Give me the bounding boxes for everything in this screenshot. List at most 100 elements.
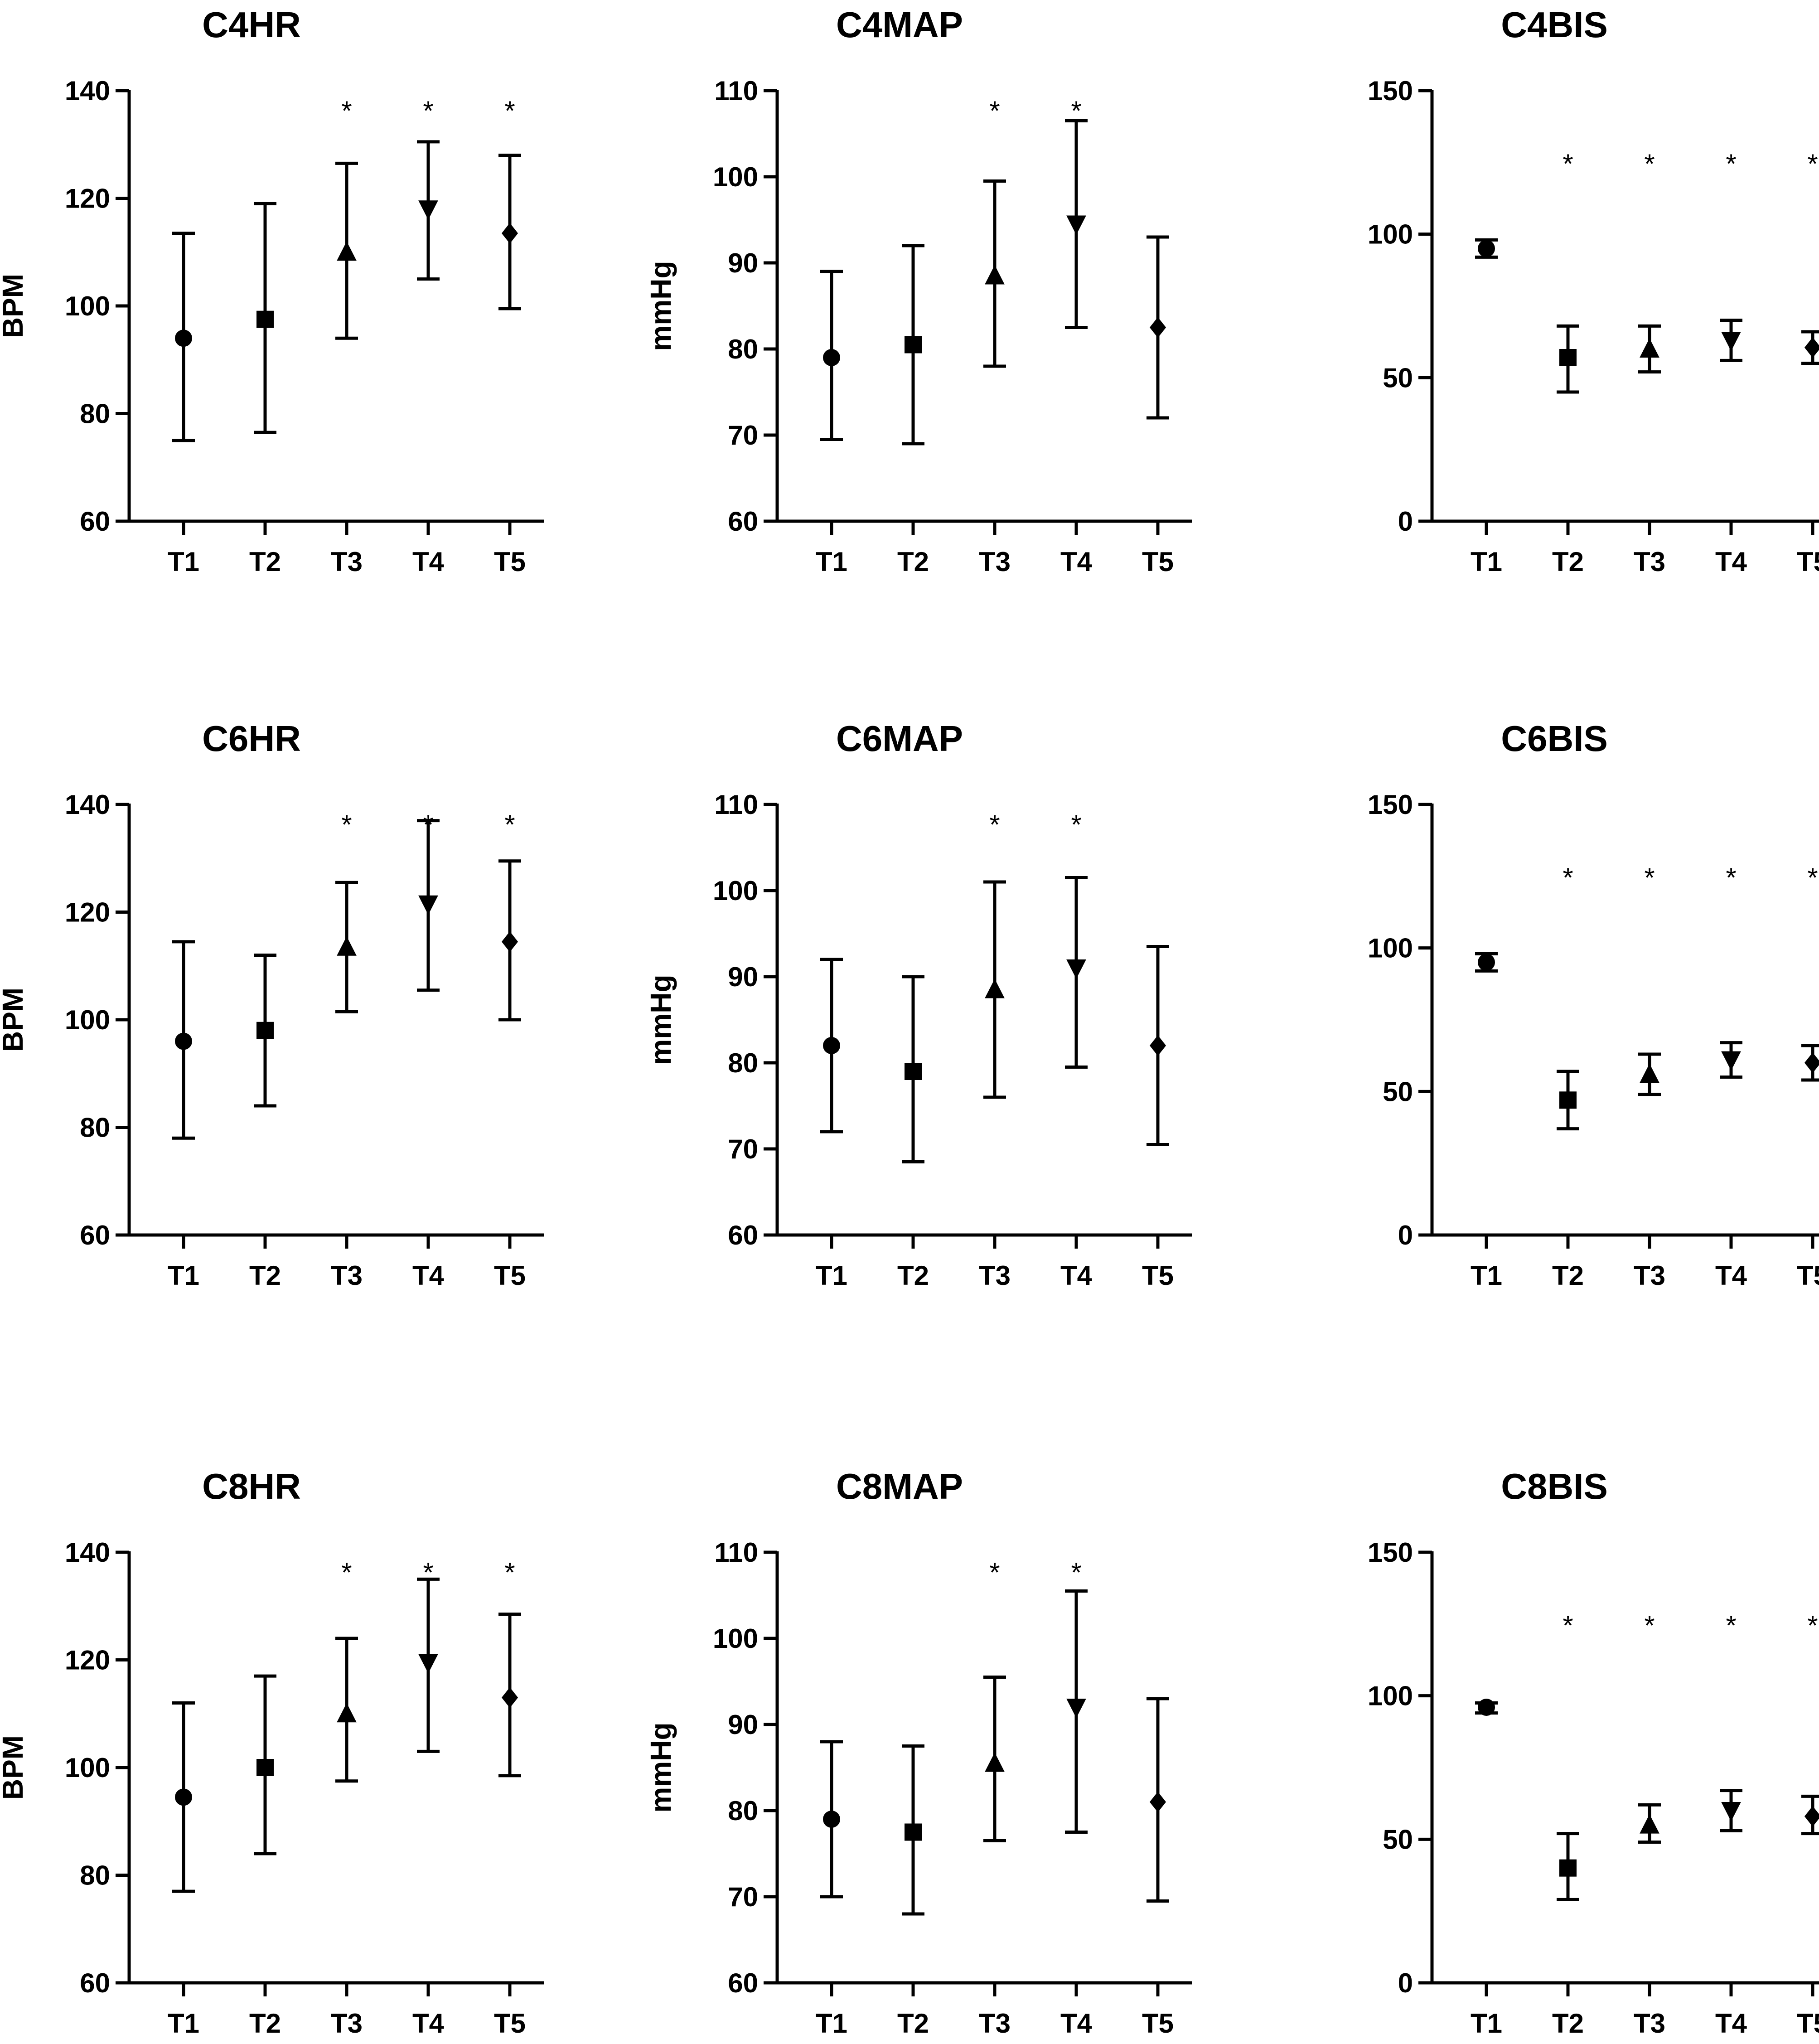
chart-c8hr: C8HR 60 80 100 120 140 BPM T1 T2 T3 * T4 * T5 * xyxy=(0,1466,544,2039)
significance-marker: * xyxy=(1563,862,1573,893)
x-tick-label: T5 xyxy=(1797,1260,1819,1291)
data-point-t2 xyxy=(1559,349,1577,366)
y-tick-label: 60 xyxy=(728,1968,758,1998)
x-tick-label: T3 xyxy=(331,2008,363,2039)
y-tick-label: 60 xyxy=(80,506,110,537)
data-point-t4 xyxy=(1721,1051,1741,1071)
x-tick-label: T5 xyxy=(494,547,526,577)
x-tick-label: T3 xyxy=(1634,1260,1665,1291)
significance-marker: * xyxy=(1071,96,1081,126)
data-point-t4 xyxy=(1066,1699,1086,1718)
x-tick-label: T2 xyxy=(897,1260,929,1291)
y-tick-label: 60 xyxy=(728,1220,758,1250)
significance-marker: * xyxy=(1726,149,1736,179)
data-point-t2 xyxy=(1559,1091,1577,1109)
significance-marker: * xyxy=(423,1557,433,1588)
data-point-t3 xyxy=(985,265,1005,285)
chart-c6hr: C6HR 60 80 100 120 140 BPM T1 T2 T3 * T4 * T5 * xyxy=(0,718,544,1291)
x-tick-label: T1 xyxy=(1471,547,1502,577)
data-point-t4 xyxy=(1721,1802,1741,1821)
data-point-t3 xyxy=(1640,1814,1659,1834)
data-point-t3 xyxy=(1640,338,1659,358)
y-tick-label: 110 xyxy=(714,790,758,820)
x-tick-label: T1 xyxy=(1471,1260,1502,1291)
y-tick-label: 80 xyxy=(80,1113,110,1143)
x-tick-label: T5 xyxy=(1142,2008,1174,2039)
y-tick-label: 100 xyxy=(713,162,758,192)
y-axis-label: mmHg xyxy=(644,261,677,351)
significance-marker: * xyxy=(1644,862,1655,893)
significance-marker: * xyxy=(504,1557,515,1588)
x-tick-label: T5 xyxy=(1142,547,1174,577)
data-point-t1 xyxy=(175,1788,192,1806)
x-tick-label: T4 xyxy=(412,547,445,577)
chart-title: C8BIS xyxy=(1501,1466,1608,1506)
x-tick-label: T5 xyxy=(494,2008,526,2039)
x-tick-label: T1 xyxy=(168,547,199,577)
y-tick-label: 100 xyxy=(1368,1681,1413,1711)
x-tick-label: T2 xyxy=(249,547,281,577)
chart-title: C6BIS xyxy=(1501,718,1608,759)
data-point-t5 xyxy=(1804,337,1819,358)
x-tick-label: T2 xyxy=(1552,547,1584,577)
x-tick-label: T5 xyxy=(1797,2008,1819,2039)
data-point-t5 xyxy=(501,931,518,952)
y-tick-label: 0 xyxy=(1398,506,1413,537)
x-tick-label: T1 xyxy=(168,2008,199,2039)
x-tick-label: T2 xyxy=(897,547,929,577)
x-tick-label: T3 xyxy=(979,2008,1011,2039)
y-axis-label: BPM xyxy=(0,274,29,338)
chart-title: C6MAP xyxy=(836,718,963,759)
x-tick-label: T4 xyxy=(412,1260,445,1291)
significance-marker: * xyxy=(504,809,515,840)
data-point-t3 xyxy=(985,1752,1005,1772)
y-axis-label: BPM xyxy=(0,988,29,1052)
y-tick-label: 110 xyxy=(714,76,758,106)
data-point-t3 xyxy=(337,936,357,956)
chart-c6map: C6MAP 60 70 80 90 100 110 mmHg T1 T2 T3 * T4 * T5 xyxy=(644,718,1192,1291)
y-tick-label: 120 xyxy=(65,184,110,214)
x-tick-label: T1 xyxy=(816,1260,847,1291)
chart-title: C4HR xyxy=(202,5,301,45)
data-point-t5 xyxy=(1804,1806,1819,1827)
data-point-t3 xyxy=(1640,1063,1659,1083)
x-tick-label: T1 xyxy=(816,547,847,577)
x-tick-label: T4 xyxy=(1715,547,1747,577)
data-point-t2 xyxy=(256,1759,274,1776)
y-tick-label: 0 xyxy=(1398,1968,1413,1998)
chart-c4map: C4MAP 60 70 80 90 100 110 mmHg T1 T2 T3 * T4 * T5 xyxy=(644,5,1192,577)
significance-marker: * xyxy=(1071,1557,1081,1588)
data-point-t1 xyxy=(1478,954,1495,971)
data-point-t4 xyxy=(1721,332,1741,351)
chart-c4bis: C4BIS 0 50 100 150 T1 T2 * T3 * T4 * T5 * xyxy=(1368,5,1819,577)
x-tick-label: T5 xyxy=(494,1260,526,1291)
x-tick-label: T4 xyxy=(1060,547,1093,577)
data-point-t1 xyxy=(823,1811,840,1828)
significance-marker: * xyxy=(1807,1610,1818,1641)
x-tick-label: T2 xyxy=(1552,2008,1584,2039)
significance-marker: * xyxy=(989,96,1000,126)
significance-marker: * xyxy=(1807,149,1818,179)
data-point-t4 xyxy=(418,200,438,220)
y-tick-label: 100 xyxy=(65,1005,110,1035)
y-tick-label: 100 xyxy=(713,1623,758,1654)
y-tick-label: 50 xyxy=(1383,1824,1413,1855)
y-tick-label: 80 xyxy=(80,1860,110,1891)
data-point-t2 xyxy=(905,1063,922,1080)
y-tick-label: 80 xyxy=(728,1796,758,1826)
y-tick-label: 50 xyxy=(1383,1076,1413,1107)
x-tick-label: T3 xyxy=(331,547,363,577)
data-point-t5 xyxy=(501,1687,518,1708)
significance-marker: * xyxy=(1644,149,1655,179)
significance-marker: * xyxy=(1726,862,1736,893)
x-tick-label: T3 xyxy=(979,1260,1011,1291)
data-point-t5 xyxy=(1804,1052,1819,1073)
chart-title: C8HR xyxy=(202,1466,301,1506)
x-tick-label: T3 xyxy=(1634,2008,1665,2039)
chart-c8bis: C8BIS 0 50 100 150 T1 T2 * T3 * T4 * T5 * xyxy=(1368,1466,1819,2039)
x-tick-label: T4 xyxy=(1060,1260,1093,1291)
significance-marker: * xyxy=(1726,1610,1736,1641)
data-point-t3 xyxy=(337,1703,357,1723)
chart-c4hr: C4HR 60 80 100 120 140 BPM T1 T2 T3 * T4 * T5 * xyxy=(0,5,544,577)
